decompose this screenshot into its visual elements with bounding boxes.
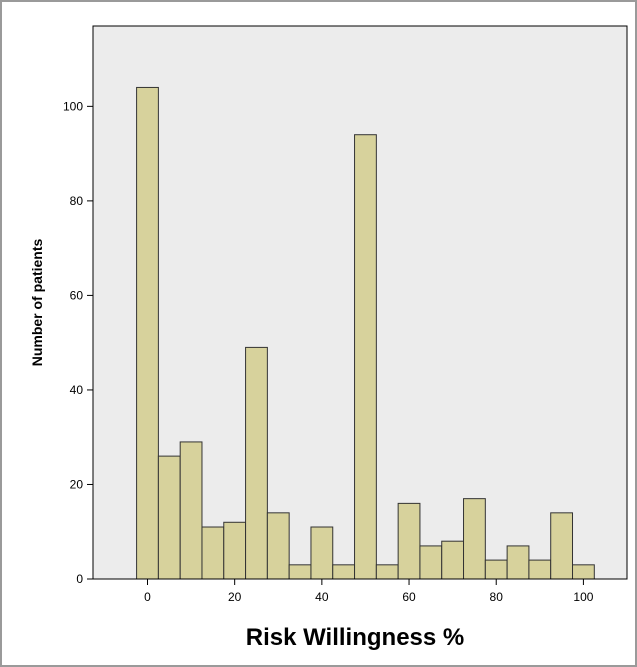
x-tick-label: 100 [573,590,593,604]
histogram-bar [157,455,181,580]
histogram-bar [310,526,334,580]
x-tick-label: 40 [315,590,329,604]
y-tick-label: 100 [63,99,83,113]
histogram-bar [572,564,595,580]
histogram-bar [136,86,159,580]
histogram-bar [550,512,574,580]
histogram-bar [463,498,486,580]
histogram-bar [201,526,225,580]
histogram-bar [375,564,399,580]
x-tick-label: 0 [144,590,151,604]
y-tick-label: 0 [76,572,83,586]
histogram-bar [266,512,290,580]
y-tick-label: 20 [70,477,84,491]
histogram-bar [506,545,530,580]
y-tick-label: 80 [70,194,84,208]
histogram-bar [397,502,421,580]
x-tick-label: 20 [228,590,242,604]
histogram-bar [354,134,377,580]
histogram-bar [223,521,247,580]
histogram-bar [484,559,508,580]
x-tick-label: 60 [402,590,416,604]
y-axis-title: Number of patients [29,239,45,367]
x-axis-title: Risk Willingness % [246,624,465,651]
y-tick-label: 40 [70,383,84,397]
histogram-bar [528,559,552,580]
bars-group [136,86,595,580]
histogram-bar [441,540,465,580]
x-ticks-group: 0 20 40 60 80 100 [144,579,594,604]
histogram-bar [332,564,356,580]
y-ticks-group: 0 20 40 60 80 100 [63,99,93,586]
histogram-bar [179,441,203,580]
histogram-bar [245,346,268,580]
x-tick-label: 80 [490,590,504,604]
histogram-bar [419,545,443,580]
histogram-bar [288,564,312,580]
y-tick-label: 60 [70,288,84,302]
